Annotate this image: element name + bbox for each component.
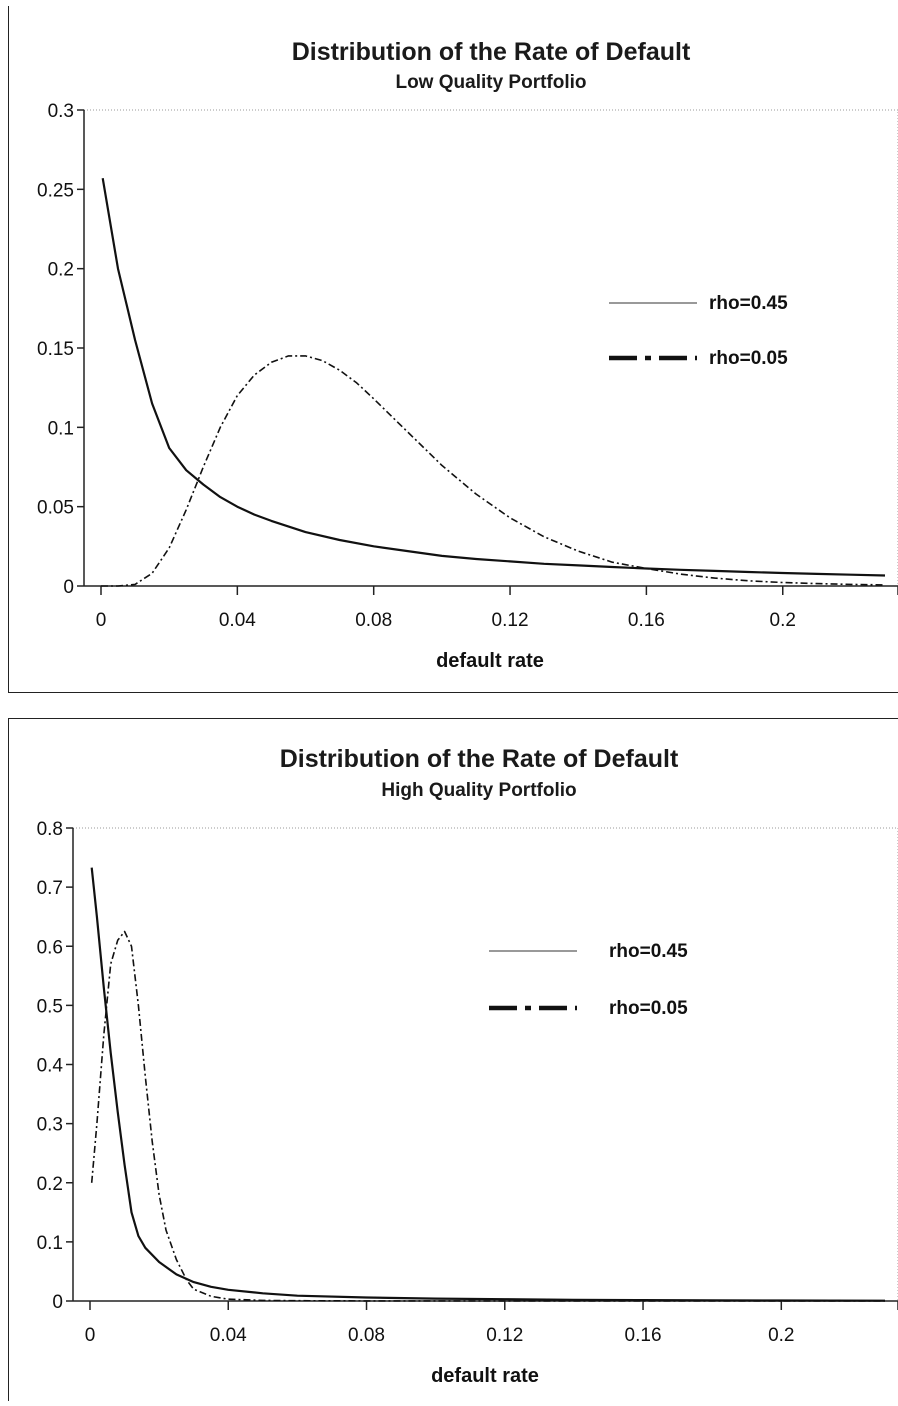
y-tick-label: 0.6	[37, 937, 63, 958]
legend-label-2: rho=0.05	[709, 348, 788, 369]
x-tick-label: 0.12	[492, 610, 529, 631]
chart-title: Distribution of the Rate of Default	[280, 745, 679, 773]
y-tick-label: 0.5	[37, 996, 63, 1017]
legend-label-1: rho=0.45	[609, 941, 688, 962]
chart-title: Distribution of the Rate of Default	[292, 38, 691, 66]
chart-low-quality: Distribution of the Rate of Default Low …	[8, 6, 898, 693]
legend-label-2: rho=0.05	[609, 998, 688, 1019]
series-line-1	[101, 178, 886, 577]
y-tick-label: 0.1	[48, 418, 74, 439]
series-line-2	[101, 355, 886, 587]
y-tick-label: 0.4	[37, 1056, 64, 1077]
chart-subtitle: High Quality Portfolio	[381, 780, 576, 801]
x-tick-label: 0.04	[219, 610, 256, 631]
y-tick-label: 0.25	[37, 180, 74, 201]
y-tick-label: 0.1	[37, 1233, 63, 1254]
series-line-1	[90, 867, 886, 1302]
y-tick-label: 0	[63, 577, 74, 598]
x-tick-label: 0.08	[348, 1325, 385, 1346]
y-tick-label: 0	[52, 1292, 63, 1313]
x-tick-label: 0.04	[210, 1325, 247, 1346]
y-tick-label: 0.3	[48, 101, 74, 122]
plot-area	[72, 827, 898, 1302]
x-axis-label: default rate	[436, 650, 544, 672]
chart-subtitle: Low Quality Portfolio	[395, 72, 586, 93]
y-tick-label: 0.3	[37, 1115, 63, 1136]
x-tick-label: 0.2	[768, 1325, 794, 1346]
chart-1-svg: Distribution of the Rate of Default Low …	[37, 38, 898, 672]
x-tick-label: 0.08	[355, 610, 392, 631]
legend-label-1: rho=0.45	[709, 293, 788, 314]
x-tick-label: 0.2	[770, 610, 796, 631]
y-tick-label: 0.15	[37, 339, 74, 360]
chart-high-quality: Distribution of the Rate of Default High…	[8, 718, 898, 1401]
y-tick-label: 0.2	[37, 1174, 63, 1195]
y-tick-label: 0.2	[48, 260, 74, 281]
y-tick-label: 0.05	[37, 498, 74, 519]
x-tick-label: 0.16	[628, 610, 665, 631]
y-tick-label: 0.7	[37, 878, 63, 899]
x-tick-label: 0.12	[486, 1325, 523, 1346]
chart-2-svg: Distribution of the Rate of Default High…	[37, 745, 898, 1387]
x-tick-label: 0.16	[625, 1325, 662, 1346]
x-tick-label: 0	[96, 610, 107, 631]
x-tick-label: 0	[85, 1325, 96, 1346]
x-axis-label: default rate	[431, 1365, 539, 1387]
series-line-2	[90, 930, 886, 1302]
y-tick-label: 0.8	[37, 819, 63, 840]
